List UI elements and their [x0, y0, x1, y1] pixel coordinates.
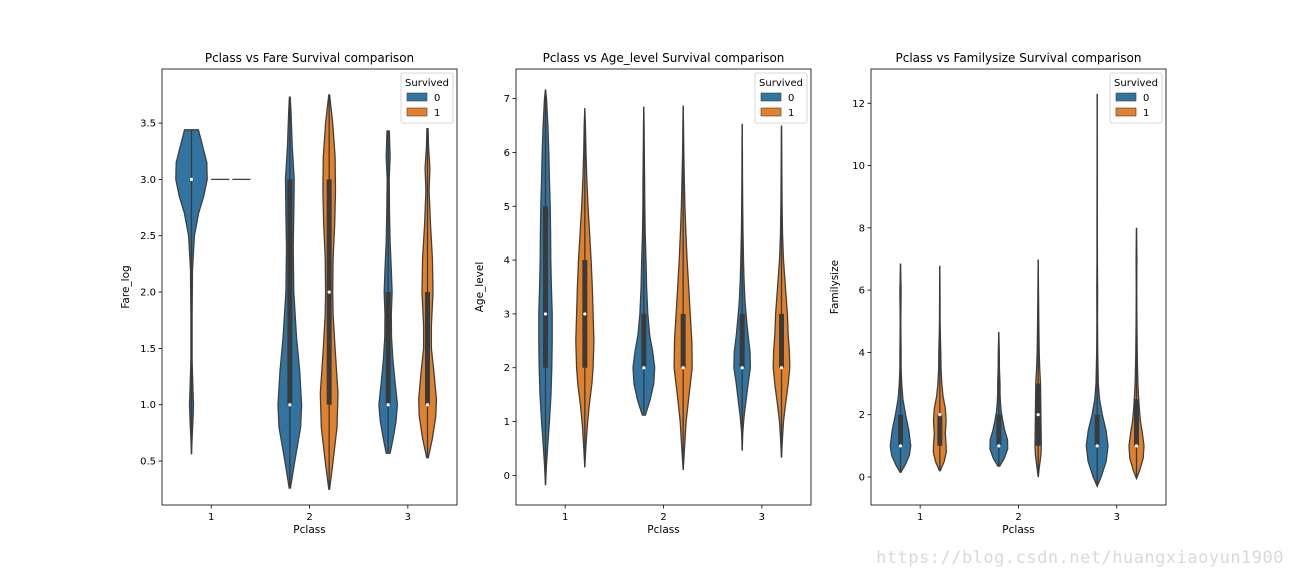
chart2-legend-swatch-0	[1115, 92, 1137, 102]
chart2-ylabel: Familysize	[829, 260, 841, 314]
chart2-violin-s0-c3-iqr-box	[1094, 414, 1100, 446]
chart1-ylabel: Age_level	[474, 262, 486, 313]
chart0-xtick-label-1: 2	[306, 512, 312, 523]
chart1-ytick-label-5: 5	[504, 202, 510, 213]
chart0-ytick-label-3: 2.0	[140, 288, 156, 299]
chart0-frame	[161, 68, 458, 506]
chart0-violin-s1-c3-median	[425, 403, 430, 407]
watermark-text: https://blog.csdn.net/huangxiaoyun1900	[876, 548, 1284, 568]
chart2-ytick-label-1: 2	[859, 410, 865, 421]
chart1-frame	[515, 68, 812, 506]
chart2-violin-s1-c1-iqr-box	[937, 414, 943, 446]
chart1-legend-swatch-0	[760, 92, 782, 102]
chart1-ytick-label-7: 7	[504, 94, 510, 105]
chart1-legend-label-0: 0	[788, 93, 794, 104]
chart1-legend-title: Survived	[759, 78, 803, 89]
chart2-violin-s0-c1-median	[898, 444, 903, 448]
chart1-ytick-label-0: 0	[504, 471, 510, 482]
chart0-legend-swatch-1	[406, 107, 428, 117]
chart0-xtick-label-0: 1	[208, 512, 214, 523]
chart1-violin-s0-c1-iqr-box	[543, 206, 548, 368]
chart0-violin-s1-c2-median	[327, 290, 331, 294]
chart0-ytick-label-2: 1.5	[140, 344, 156, 355]
chart2-legend-label-0: 0	[1143, 93, 1149, 104]
chart0-legend-title: Survived	[405, 78, 449, 89]
chart0-violin-s0-c2-median	[288, 403, 292, 407]
chart0-ylabel: Fare_log	[120, 265, 132, 308]
subplot-familysize: Pclass vs Familysize Survival comparison…	[829, 51, 1167, 536]
chart1-title: Pclass vs Age_level Survival comparison	[543, 51, 785, 65]
chart2-title: Pclass vs Familysize Survival comparison	[896, 51, 1142, 65]
chart0-ytick-label-6: 3.5	[140, 119, 156, 130]
chart1-violin-s0-c1-median	[543, 312, 548, 316]
chart1-violin-s0-c3-iqr-box	[739, 313, 745, 368]
chart0-ytick-label-0: 0.5	[140, 457, 156, 468]
chart2-ytick-label-4: 8	[859, 223, 865, 234]
chart1-legend-swatch-1	[760, 107, 782, 117]
chart2-violin-s0-c1-iqr-box	[898, 414, 903, 446]
chart1-ytick-label-3: 3	[504, 309, 510, 320]
chart1-xtick-label-0: 1	[562, 512, 568, 523]
chart1-violin-s1-c2-median	[681, 366, 685, 370]
chart0-violin-s0-c3-iqr-box	[385, 292, 391, 405]
chart1-ytick-label-2: 2	[504, 363, 510, 374]
chart2-ytick-label-2: 4	[859, 348, 865, 359]
chart2-violin-s1-c2-median	[1036, 413, 1040, 417]
chart2-frame	[870, 68, 1167, 506]
chart1-violin-s0-c2-median	[642, 366, 646, 370]
chart1-violin-s0-c2-iqr-box	[641, 313, 647, 368]
chart1-ytick-label-1: 1	[504, 417, 510, 428]
chart2-violin-s1-c3-iqr-box	[1134, 399, 1139, 446]
chart1-ytick-label-4: 4	[504, 256, 510, 267]
chart0-violin-s0-c3-median	[386, 403, 390, 407]
chart0-xlabel: Pclass	[293, 524, 325, 536]
chart2-xtick-label-2: 3	[1114, 512, 1120, 523]
chart0-legend-label-1: 1	[434, 108, 440, 119]
chart0-ytick-label-5: 3.0	[140, 175, 156, 186]
chart1-ytick-label-6: 6	[504, 148, 510, 159]
chart0-violin-s1-c1-median	[229, 177, 233, 182]
chart0-violin-s1-c3-iqr-box	[425, 292, 430, 405]
chart1-xtick-label-1: 2	[660, 512, 666, 523]
chart2-violin-s0-c2-iqr-box	[996, 414, 1002, 446]
chart2-legend-swatch-1	[1115, 107, 1137, 117]
chart0-title: Pclass vs Fare Survival comparison	[205, 51, 414, 65]
chart1-violin-s0-c3-median	[740, 366, 744, 370]
chart1-violin-s1-c1-median	[583, 312, 587, 316]
chart0-legend-label-0: 0	[434, 93, 440, 104]
chart0-xtick-label-2: 3	[405, 512, 411, 523]
chart2-xtick-label-1: 2	[1015, 512, 1021, 523]
chart1-xtick-label-2: 3	[759, 512, 765, 523]
chart2-violin-s1-c1-median	[938, 413, 942, 417]
chart2-legend-title: Survived	[1114, 78, 1158, 89]
chart1-violin-s1-c3-median	[779, 366, 784, 370]
chart2-violin-s1-c3-median	[1134, 444, 1139, 448]
chart2-violin-s0-c3-median	[1095, 444, 1099, 448]
subplot-age-level: Pclass vs Age_level Survival comparison 0…	[474, 51, 812, 536]
chart2-ytick-label-3: 6	[859, 286, 865, 297]
chart2-violin-s0-c2-median	[997, 444, 1001, 448]
subplot-fare: Pclass vs Fare Survival comparison 0.5 1.0…	[120, 51, 458, 536]
chart2-legend-label-1: 1	[1143, 108, 1149, 119]
chart2-xtick-label-0: 1	[917, 512, 923, 523]
chart0-violin-s0-c2-iqr-box	[287, 179, 293, 405]
chart2-ytick-label-6: 12	[852, 99, 865, 110]
chart1-violin-s1-c3-iqr-box	[779, 313, 784, 368]
chart1-violin-s1-c2-iqr-box	[680, 313, 686, 368]
chart1-legend-label-1: 1	[788, 108, 794, 119]
chart0-ytick-label-1: 1.0	[140, 400, 156, 411]
chart0-violin-s0-c1-median	[189, 177, 194, 182]
chart2-ytick-label-0: 0	[859, 472, 865, 483]
chart0-legend-swatch-0	[406, 92, 428, 102]
chart1-xlabel: Pclass	[647, 524, 679, 536]
chart0-ytick-label-4: 2.5	[140, 231, 156, 242]
chart2-ytick-label-5: 10	[852, 161, 865, 172]
chart2-xlabel: Pclass	[1002, 524, 1034, 536]
